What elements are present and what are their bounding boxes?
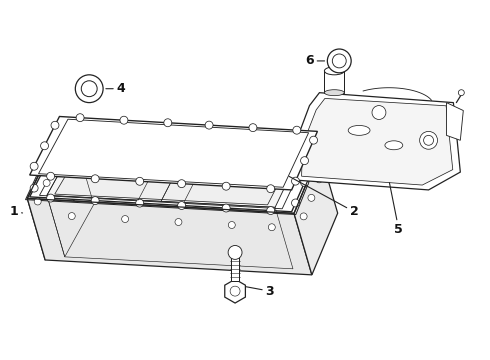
Polygon shape <box>30 117 318 190</box>
Circle shape <box>372 105 386 120</box>
Polygon shape <box>294 93 460 190</box>
Circle shape <box>332 54 346 68</box>
Circle shape <box>292 177 299 185</box>
Ellipse shape <box>324 90 344 96</box>
Circle shape <box>327 49 351 73</box>
Circle shape <box>316 176 322 183</box>
Circle shape <box>230 286 240 296</box>
Circle shape <box>81 81 97 96</box>
Circle shape <box>52 161 59 168</box>
Circle shape <box>300 213 307 220</box>
Circle shape <box>205 121 213 129</box>
Polygon shape <box>55 145 293 205</box>
Circle shape <box>292 199 299 207</box>
Polygon shape <box>446 103 464 140</box>
Circle shape <box>267 185 275 193</box>
Circle shape <box>164 119 172 127</box>
Circle shape <box>68 213 75 220</box>
Polygon shape <box>39 119 309 187</box>
Circle shape <box>178 180 186 188</box>
Polygon shape <box>225 279 245 303</box>
Circle shape <box>293 148 301 156</box>
Text: 4: 4 <box>106 82 125 95</box>
Circle shape <box>51 121 59 129</box>
Ellipse shape <box>324 67 344 75</box>
Circle shape <box>47 194 54 202</box>
Text: 6: 6 <box>305 54 324 67</box>
Circle shape <box>76 114 84 122</box>
Polygon shape <box>47 143 300 207</box>
Circle shape <box>300 179 309 186</box>
Bar <box>324 71 344 93</box>
Circle shape <box>164 141 172 149</box>
Circle shape <box>136 177 144 185</box>
Circle shape <box>222 204 230 212</box>
Text: 2: 2 <box>289 176 359 218</box>
Text: 3: 3 <box>246 285 274 298</box>
Ellipse shape <box>348 125 370 135</box>
Circle shape <box>47 172 54 180</box>
Circle shape <box>419 131 438 149</box>
Circle shape <box>136 199 144 207</box>
Circle shape <box>228 221 235 229</box>
Circle shape <box>267 207 275 215</box>
Circle shape <box>424 135 434 145</box>
Circle shape <box>293 126 301 134</box>
Polygon shape <box>40 141 308 209</box>
Polygon shape <box>270 150 290 188</box>
Circle shape <box>310 136 318 144</box>
Circle shape <box>30 162 38 170</box>
Circle shape <box>91 197 99 204</box>
Circle shape <box>205 143 213 151</box>
Circle shape <box>222 182 230 190</box>
Circle shape <box>51 143 59 151</box>
Circle shape <box>91 175 99 183</box>
Circle shape <box>30 184 38 192</box>
Polygon shape <box>30 138 318 212</box>
Polygon shape <box>294 152 338 275</box>
Circle shape <box>269 224 275 231</box>
Circle shape <box>249 124 257 132</box>
Circle shape <box>76 136 84 144</box>
Circle shape <box>120 116 128 124</box>
Circle shape <box>310 158 318 166</box>
Circle shape <box>178 202 186 210</box>
Circle shape <box>41 164 49 172</box>
Polygon shape <box>301 98 453 185</box>
Text: 1: 1 <box>9 205 23 218</box>
Circle shape <box>300 157 309 165</box>
Polygon shape <box>27 198 312 275</box>
Ellipse shape <box>385 141 403 150</box>
Polygon shape <box>27 137 75 260</box>
Bar <box>231 257 239 281</box>
Circle shape <box>249 145 257 153</box>
Circle shape <box>43 180 50 186</box>
Circle shape <box>120 138 128 146</box>
Circle shape <box>34 198 41 205</box>
Circle shape <box>75 75 103 103</box>
Circle shape <box>175 219 182 225</box>
Text: 5: 5 <box>390 183 403 236</box>
Circle shape <box>308 194 315 201</box>
Circle shape <box>228 246 242 260</box>
Circle shape <box>458 90 465 96</box>
Circle shape <box>122 216 128 222</box>
Circle shape <box>41 142 49 150</box>
